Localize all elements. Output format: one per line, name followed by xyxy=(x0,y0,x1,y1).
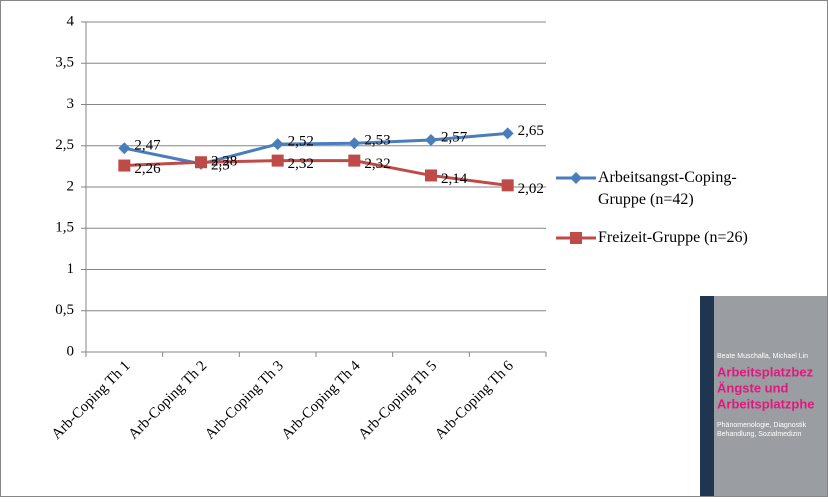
data-label: 2,32 xyxy=(364,156,390,172)
data-label: 2,26 xyxy=(134,161,161,177)
y-tick-label: 1,5 xyxy=(55,220,74,236)
data-label: 2,53 xyxy=(364,133,390,149)
y-tick-label: 1 xyxy=(67,261,75,277)
legend-label: Arbeitsangst-Coping-Gruppe (n=42) xyxy=(598,167,763,211)
legend-entry: Arbeitsangst-Coping-Gruppe (n=42) xyxy=(598,167,768,217)
y-tick-label: 2 xyxy=(67,178,75,194)
data-label: 2,65 xyxy=(518,123,544,139)
data-label: 2,57 xyxy=(441,129,468,145)
data-label: 2,52 xyxy=(288,134,314,150)
data-label: 2,3 xyxy=(211,158,230,174)
chart: Beate Muschalla, Michael Lin Arbeitsplat… xyxy=(0,0,828,497)
book-cover: Beate Muschalla, Michael Lin Arbeitsplat… xyxy=(700,296,828,497)
y-tick-label: 3,5 xyxy=(55,55,74,71)
data-label: 2,32 xyxy=(288,156,314,172)
data-point xyxy=(502,179,514,191)
legend-entry: Freizeit-Gruppe (n=26) xyxy=(598,227,768,277)
data-point xyxy=(272,155,284,167)
cover-author: Beate Muschalla, Michael Lin xyxy=(717,353,808,360)
data-point xyxy=(425,169,437,181)
cover-subtitle: Behandlung, Sozialmedizin xyxy=(717,431,802,438)
y-tick-label: 0,5 xyxy=(55,302,74,318)
y-tick-label: 2,5 xyxy=(55,137,74,153)
data-point xyxy=(118,160,130,172)
data-label: 2,14 xyxy=(441,171,468,187)
y-tick-label: 3 xyxy=(67,96,75,112)
y-tick-label: 4 xyxy=(67,13,75,29)
data-label: 2,02 xyxy=(518,181,544,197)
legend-label: Freizeit-Gruppe (n=26) xyxy=(598,227,763,249)
y-tick-label: 0 xyxy=(67,343,75,359)
data-label: 2,47 xyxy=(134,138,161,154)
data-point xyxy=(195,156,207,168)
cover-title: Arbeitsplatzphe xyxy=(717,396,815,411)
cover-title: Arbeitsplatzbez xyxy=(717,364,814,379)
cover-subtitle: Phänomenologie, Diagnostik xyxy=(717,422,807,429)
cover-title: Ängste und xyxy=(717,380,789,395)
legend-marker xyxy=(570,232,582,244)
data-point xyxy=(348,155,360,167)
